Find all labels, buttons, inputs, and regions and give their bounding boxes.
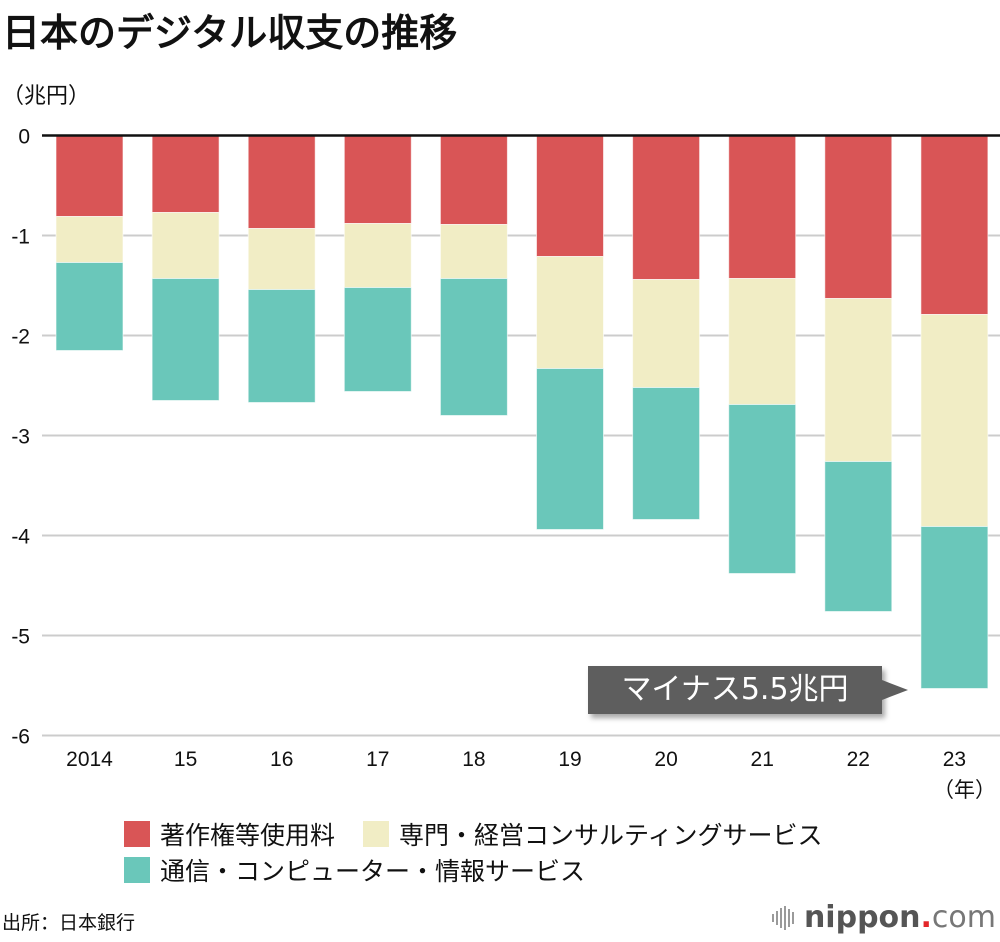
- bar-segment-consulting: [55, 216, 124, 263]
- logo-brand: nippon: [803, 900, 921, 935]
- x-tick-label: 20: [654, 748, 677, 771]
- legend-row-2: 通信・コンピューター・情報サービス: [124, 852, 613, 888]
- x-tick-label: 22: [847, 748, 870, 771]
- bar-segment-royalties: [247, 135, 316, 229]
- bar-segment-consulting: [728, 278, 797, 405]
- bar-segment-telecom: [55, 262, 124, 351]
- bar-stack-17: [343, 135, 412, 392]
- x-axis-ticks: 2014 15 16 17 18 19 20 21 22 23: [66, 748, 966, 771]
- x-tick-label: 23: [943, 748, 966, 771]
- bar-segment-telecom: [247, 289, 316, 403]
- bar-stack-23: [920, 135, 989, 689]
- callout-pointer-icon: [882, 680, 908, 700]
- legend-row-1: 著作権等使用料 専門・経営コンサルティングサービス: [124, 816, 851, 852]
- bar-segment-consulting: [151, 212, 220, 279]
- bar-segment-consulting: [439, 224, 508, 279]
- bar-segment-telecom: [536, 368, 604, 530]
- total-annotation-callout: マイナス5.5兆円: [588, 666, 882, 714]
- logo-dot: .: [920, 900, 932, 935]
- bar-segment-telecom: [920, 526, 989, 689]
- bar-stack-19: [536, 135, 604, 530]
- bar-segment-consulting: [536, 256, 604, 369]
- sound-wave-icon: [771, 905, 796, 931]
- bar-segment-consulting: [920, 314, 989, 527]
- bar-stack-18: [439, 135, 508, 416]
- chart-title: 日本のデジタル収支の推移: [2, 11, 458, 55]
- legend-swatch-consulting: [363, 821, 390, 847]
- bar-segment-royalties: [55, 135, 124, 217]
- bar-stack-2014: [55, 135, 124, 351]
- logo-tld: com: [931, 900, 996, 935]
- bar-segment-telecom: [343, 287, 412, 392]
- legend-label: 専門・経営コンサルティングサービス: [399, 821, 823, 850]
- bar-segment-royalties: [151, 135, 220, 213]
- source-note: 出所：日本銀行: [2, 912, 136, 934]
- bar-segment-telecom: [728, 404, 797, 574]
- y-axis-ticks: 0 -1 -2 -3 -4 -5 -6: [11, 126, 30, 749]
- bar-segment-telecom: [824, 461, 893, 612]
- stacked-bar-chart: 0 -1 -2 -3 -4 -5 -6 2014 15 16 17 18 19 20 21 22 23: [11, 126, 1000, 771]
- x-tick-label: 18: [462, 748, 485, 771]
- legend-swatch-telecom: [124, 857, 150, 883]
- bar-segment-telecom: [151, 278, 220, 401]
- bar-stack-16: [247, 135, 316, 403]
- legend-item-royalties: 著作権等使用料: [124, 816, 335, 852]
- y-axis-unit-label: （兆円）: [2, 84, 91, 109]
- bar-stack-20: [632, 135, 701, 520]
- bar-stack-21: [728, 135, 797, 574]
- bar-segment-royalties: [536, 135, 604, 257]
- bar-segment-royalties: [824, 135, 893, 299]
- x-tick-label: 19: [558, 748, 581, 771]
- y-tick-label: -6: [11, 726, 30, 749]
- bar-segment-consulting: [632, 279, 701, 388]
- bar-segment-royalties: [343, 135, 412, 224]
- legend-label: 著作権等使用料: [160, 821, 336, 850]
- legend-label: 通信・コンピューター・情報サービス: [160, 857, 586, 886]
- x-tick-label: 16: [270, 748, 293, 771]
- x-tick-label: 17: [366, 748, 389, 771]
- legend-swatch-royalties: [124, 821, 150, 847]
- y-tick-label: 0: [18, 126, 30, 149]
- legend-item-telecom: 通信・コンピューター・情報サービス: [124, 852, 585, 888]
- bar-segment-royalties: [439, 135, 508, 225]
- bar-segment-consulting: [247, 228, 316, 290]
- bar-segment-telecom: [632, 387, 701, 520]
- bar-segment-telecom: [439, 278, 508, 416]
- bar-segment-royalties: [728, 135, 797, 279]
- bar-segment-consulting: [343, 223, 412, 288]
- bar-segment-royalties: [632, 135, 701, 280]
- bar-stack-15: [151, 135, 220, 401]
- x-tick-label: 21: [751, 748, 774, 771]
- bar-segment-royalties: [920, 135, 989, 315]
- y-tick-label: -1: [11, 226, 30, 249]
- bar-stack-22: [824, 135, 893, 612]
- bars: [55, 135, 989, 689]
- y-tick-label: -2: [11, 326, 30, 349]
- bar-segment-consulting: [824, 298, 893, 462]
- nippon-com-logo: nippon. com: [771, 900, 996, 935]
- x-tick-label: 15: [174, 748, 197, 771]
- y-tick-label: -3: [11, 426, 30, 449]
- y-tick-label: -4: [11, 526, 30, 549]
- x-axis-unit-label: （年）: [933, 778, 996, 802]
- x-tick-label: 2014: [66, 748, 113, 771]
- y-tick-label: -5: [11, 626, 30, 649]
- legend-item-consulting: 専門・経営コンサルティングサービス: [363, 816, 823, 852]
